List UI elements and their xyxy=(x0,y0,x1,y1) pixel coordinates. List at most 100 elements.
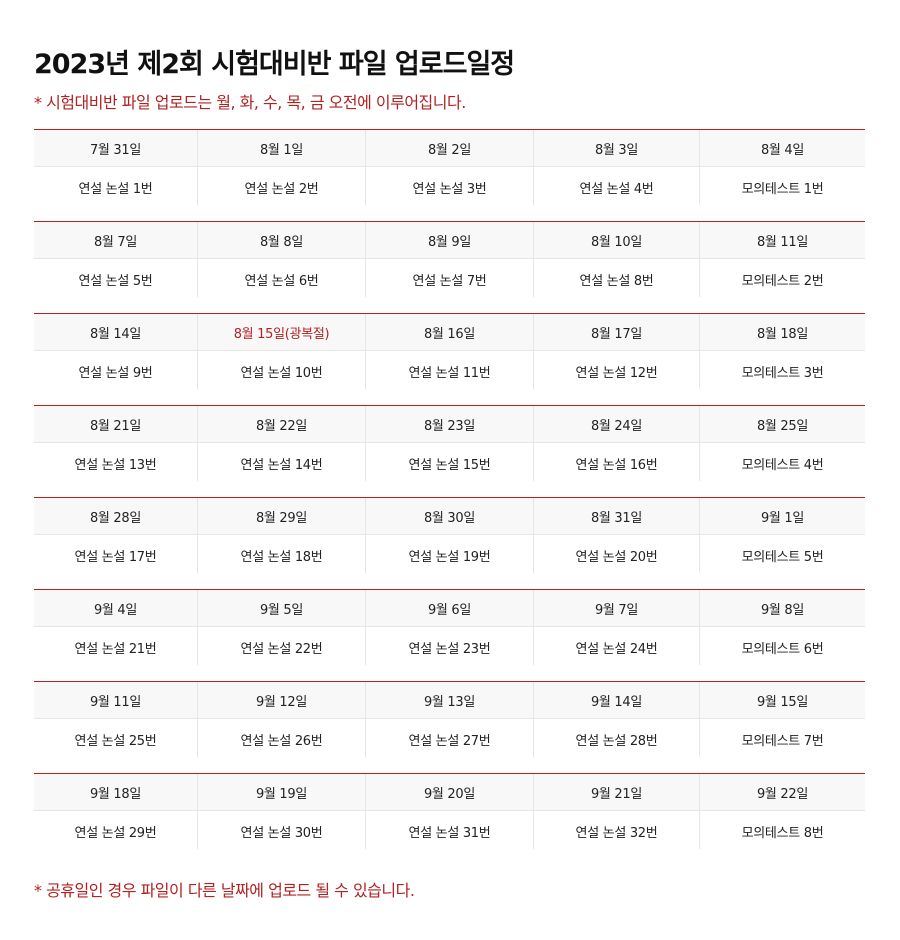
item-cell: 연설 논설 20번 xyxy=(534,535,700,573)
date-cell: 9월 4일 xyxy=(34,590,198,626)
week-block: 9월 11일 9월 12일 9월 13일 9월 14일 9월 15일 연설 논설… xyxy=(34,681,865,757)
date-row: 9월 4일 9월 5일 9월 6일 9월 7일 9월 8일 xyxy=(34,590,865,627)
date-cell: 9월 13일 xyxy=(366,682,534,718)
item-row: 연설 논설 25번 연설 논설 26번 연설 논설 27번 연설 논설 28번 … xyxy=(34,719,865,757)
date-cell: 9월 22일 xyxy=(756,786,809,802)
date-cell: 8월 24일 xyxy=(534,406,700,442)
item-cell: 연설 논설 13번 xyxy=(34,443,198,481)
date-cell: 8월 9일 xyxy=(366,222,534,258)
item-cell: 연설 논설 23번 xyxy=(366,627,534,665)
item-cell: 연설 논설 9번 xyxy=(34,351,198,389)
date-cell: 8월 10일 xyxy=(534,222,700,258)
schedule-table: 7월 31일 8월 1일 8월 2일 8월 3일 8월 4일 연설 논설 1번 … xyxy=(34,129,865,865)
date-cell: 8월 3일 xyxy=(534,130,700,166)
date-cell: 9월 8일 xyxy=(760,602,805,618)
date-cell: 8월 25일 xyxy=(756,418,809,434)
item-cell: 모의테스트 8번 xyxy=(741,825,824,841)
item-cell: 모의테스트 3번 xyxy=(741,365,824,381)
holiday-notice: * 공휴일인 경우 파일이 다른 날짜에 업로드 될 수 있습니다. xyxy=(34,881,415,900)
date-cell: 9월 18일 xyxy=(34,774,198,810)
date-cell: 9월 11일 xyxy=(34,682,198,718)
item-cell: 연설 논설 3번 xyxy=(366,167,534,205)
week-block: 7월 31일 8월 1일 8월 2일 8월 3일 8월 4일 연설 논설 1번 … xyxy=(34,129,865,205)
item-cell: 연설 논설 28번 xyxy=(534,719,700,757)
item-cell: 연설 논설 32번 xyxy=(534,811,700,849)
date-cell: 9월 20일 xyxy=(366,774,534,810)
date-cell: 7월 31일 xyxy=(34,130,198,166)
item-cell: 연설 논설 22번 xyxy=(198,627,366,665)
item-row: 연설 논설 21번 연설 논설 22번 연설 논설 23번 연설 논설 24번 … xyxy=(34,627,865,665)
item-cell: 모의테스트 1번 xyxy=(741,181,824,197)
item-cell: 연설 논설 30번 xyxy=(198,811,366,849)
item-cell: 연설 논설 26번 xyxy=(198,719,366,757)
date-cell: 8월 1일 xyxy=(198,130,366,166)
item-cell: 연설 논설 4번 xyxy=(534,167,700,205)
date-cell: 9월 1일 xyxy=(760,510,805,526)
date-row: 8월 21일 8월 22일 8월 23일 8월 24일 8월 25일 xyxy=(34,406,865,443)
item-row: 연설 논설 29번 연설 논설 30번 연설 논설 31번 연설 논설 32번 … xyxy=(34,811,865,849)
item-cell: 연설 논설 14번 xyxy=(198,443,366,481)
date-cell: 9월 7일 xyxy=(534,590,700,626)
item-cell: 연설 논설 19번 xyxy=(366,535,534,573)
week-block: 8월 21일 8월 22일 8월 23일 8월 24일 8월 25일 연설 논설… xyxy=(34,405,865,481)
date-cell: 9월 21일 xyxy=(534,774,700,810)
item-cell: 연설 논설 17번 xyxy=(34,535,198,573)
date-cell: 8월 8일 xyxy=(198,222,366,258)
date-cell: 9월 12일 xyxy=(198,682,366,718)
item-cell: 연설 논설 15번 xyxy=(366,443,534,481)
date-cell: 8월 14일 xyxy=(34,314,198,350)
week-block: 8월 28일 8월 29일 8월 30일 8월 31일 9월 1일 연설 논설 … xyxy=(34,497,865,573)
item-cell: 연설 논설 2번 xyxy=(198,167,366,205)
item-row: 연설 논설 13번 연설 논설 14번 연설 논설 15번 연설 논설 16번 … xyxy=(34,443,865,481)
date-cell: 8월 23일 xyxy=(366,406,534,442)
item-cell: 모의테스트 2번 xyxy=(741,273,824,289)
date-cell: 8월 2일 xyxy=(366,130,534,166)
item-cell: 연설 논설 29번 xyxy=(34,811,198,849)
item-cell: 연설 논설 24번 xyxy=(534,627,700,665)
week-block: 8월 7일 8월 8일 8월 9일 8월 10일 8월 11일 연설 논설 5번… xyxy=(34,221,865,297)
date-row: 9월 11일 9월 12일 9월 13일 9월 14일 9월 15일 xyxy=(34,682,865,719)
item-row: 연설 논설 17번 연설 논설 18번 연설 논설 19번 연설 논설 20번 … xyxy=(34,535,865,573)
upload-notice: * 시험대비반 파일 업로드는 월, 화, 수, 목, 금 오전에 이루어집니다… xyxy=(34,93,466,112)
date-cell: 8월 28일 xyxy=(34,498,198,534)
item-cell: 모의테스트 6번 xyxy=(741,641,824,657)
date-row: 8월 7일 8월 8일 8월 9일 8월 10일 8월 11일 xyxy=(34,222,865,259)
item-cell: 연설 논설 11번 xyxy=(366,351,534,389)
item-cell: 연설 논설 25번 xyxy=(34,719,198,757)
date-cell: 8월 11일 xyxy=(756,234,809,250)
date-cell: 8월 16일 xyxy=(366,314,534,350)
date-cell: 9월 5일 xyxy=(198,590,366,626)
date-cell: 8월 31일 xyxy=(534,498,700,534)
date-cell: 8월 29일 xyxy=(198,498,366,534)
item-cell: 모의테스트 4번 xyxy=(741,457,824,473)
date-cell: 8월 30일 xyxy=(366,498,534,534)
item-cell: 모의테스트 7번 xyxy=(741,733,824,749)
date-cell: 8월 7일 xyxy=(34,222,198,258)
item-cell: 연설 논설 1번 xyxy=(34,167,198,205)
date-row: 8월 28일 8월 29일 8월 30일 8월 31일 9월 1일 xyxy=(34,498,865,535)
item-row: 연설 논설 5번 연설 논설 6번 연설 논설 7번 연설 논설 8번 모의테스… xyxy=(34,259,865,297)
date-cell: 8월 21일 xyxy=(34,406,198,442)
week-block: 8월 14일 8월 15일(광복절) 8월 16일 8월 17일 8월 18일 … xyxy=(34,313,865,389)
date-cell: 8월 18일 xyxy=(756,326,809,342)
item-cell: 연설 논설 12번 xyxy=(534,351,700,389)
date-cell: 9월 6일 xyxy=(366,590,534,626)
week-block: 9월 18일 9월 19일 9월 20일 9월 21일 9월 22일 연설 논설… xyxy=(34,773,865,849)
date-cell: 8월 22일 xyxy=(198,406,366,442)
item-cell: 연설 논설 31번 xyxy=(366,811,534,849)
item-cell: 연설 논설 7번 xyxy=(366,259,534,297)
item-cell: 연설 논설 18번 xyxy=(198,535,366,573)
date-row: 7월 31일 8월 1일 8월 2일 8월 3일 8월 4일 xyxy=(34,130,865,167)
item-cell: 연설 논설 21번 xyxy=(34,627,198,665)
item-cell: 연설 논설 16번 xyxy=(534,443,700,481)
item-cell: 연설 논설 5번 xyxy=(34,259,198,297)
item-cell: 연설 논설 27번 xyxy=(366,719,534,757)
holiday-date-cell: 8월 15일(광복절) xyxy=(198,314,366,350)
item-row: 연설 논설 9번 연설 논설 10번 연설 논설 11번 연설 논설 12번 모… xyxy=(34,351,865,389)
date-cell: 9월 14일 xyxy=(534,682,700,718)
date-row: 8월 14일 8월 15일(광복절) 8월 16일 8월 17일 8월 18일 xyxy=(34,314,865,351)
date-cell: 9월 19일 xyxy=(198,774,366,810)
item-cell: 연설 논설 8번 xyxy=(534,259,700,297)
date-cell: 9월 15일 xyxy=(756,694,809,710)
